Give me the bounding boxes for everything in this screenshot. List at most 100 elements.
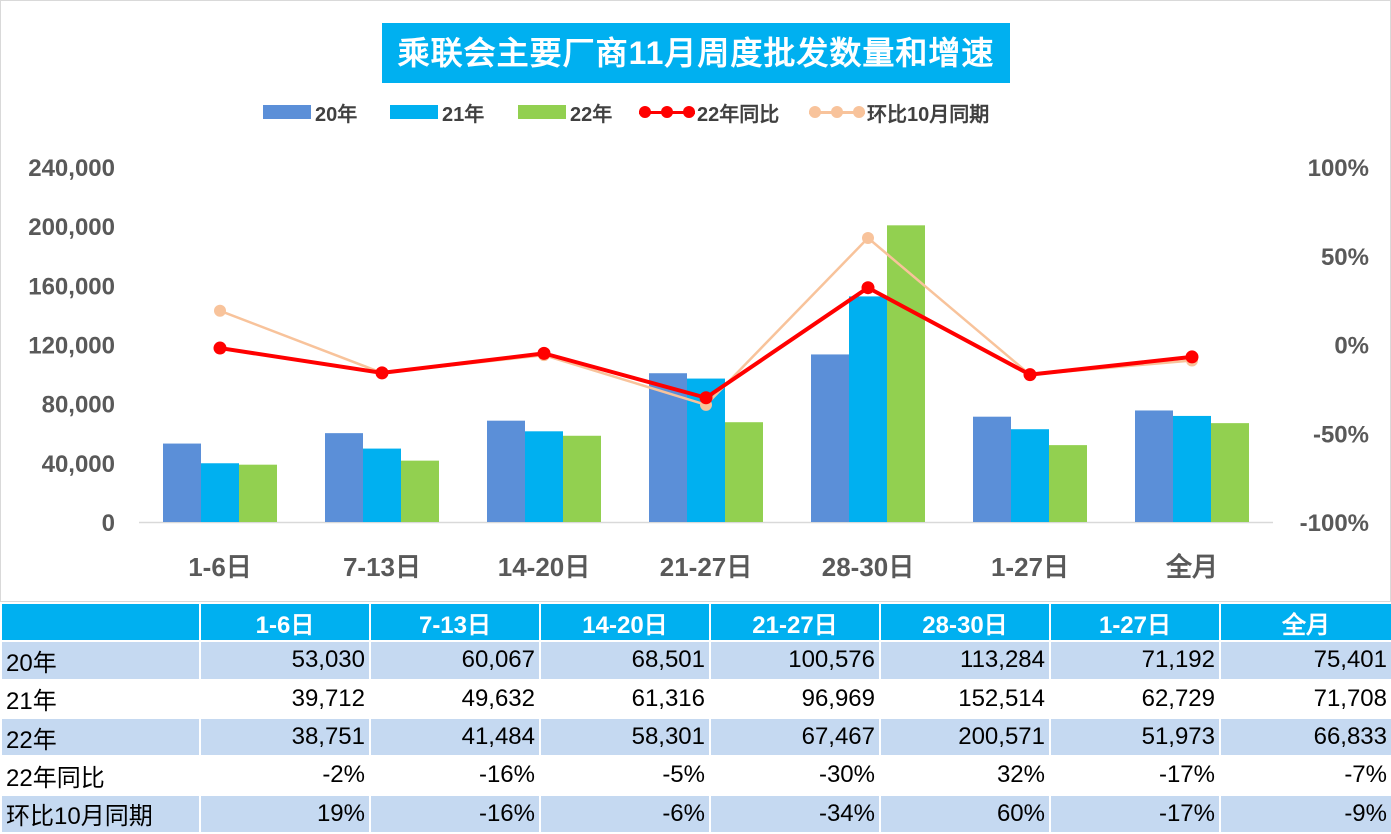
- table-cell: -17%: [1049, 793, 1221, 834]
- y-tick-label: 0: [102, 510, 115, 537]
- table-cell: 200,571: [879, 716, 1051, 758]
- legend-swatch-mom: [809, 105, 865, 119]
- bar: [239, 464, 277, 522]
- x-tick-label: 全月: [1165, 552, 1218, 582]
- table-cell: 100,576: [709, 640, 881, 681]
- table-header-cell: 7-13日: [369, 601, 541, 643]
- table-header-cell: 28-30日: [879, 601, 1051, 643]
- legend-item-mom[interactable]: 环比10月同期: [809, 97, 989, 127]
- y-tick-label: 40,000: [42, 451, 115, 478]
- table-cell: 75,401: [1219, 640, 1391, 681]
- table-cell: 61,316: [539, 678, 711, 719]
- legend-label-yoy: 22年同比: [697, 103, 780, 126]
- table-cell: -16%: [369, 755, 541, 796]
- table-cell: -6%: [539, 793, 711, 834]
- table-cell: -5%: [539, 755, 711, 796]
- bar: [1173, 415, 1211, 522]
- line-point: [375, 366, 389, 380]
- bar: [487, 420, 525, 522]
- y-tick-label: 200,000: [28, 214, 115, 241]
- table-cell: 67,467: [709, 716, 881, 758]
- x-tick-label: 28-30日: [822, 552, 915, 582]
- table-header-row: 1-6日 7-13日 14-20日 21-27日 28-30日 1-27日 全月: [0, 601, 1391, 643]
- legend-label-21: 21年: [442, 103, 485, 126]
- line-point: [537, 346, 551, 360]
- legend-item-21[interactable]: 21年: [390, 97, 484, 127]
- bar: [1135, 410, 1173, 522]
- table-row-label: 22年: [0, 716, 201, 758]
- table-row: 22年同比 -2% -16% -5% -30% 32% -17% -7%: [0, 755, 1391, 796]
- table-cell: 38,751: [199, 716, 371, 758]
- chart-area: 0 40,000 80,000 120,000 160,000 200,000 240,00…: [0, 0, 1391, 602]
- table-cell: 96,969: [709, 678, 881, 719]
- bar: [325, 433, 363, 522]
- table-header-cell: 1-6日: [199, 601, 371, 643]
- chart-legend: 20年 21年 22年 22年同比 环比10: [1, 97, 1391, 127]
- x-tick-label: 7-13日: [343, 552, 421, 582]
- bar: [1049, 445, 1087, 522]
- table-row-label: 21年: [0, 678, 201, 719]
- table-cell: 68,501: [539, 640, 711, 681]
- line-point: [699, 391, 713, 405]
- table-cell: 49,632: [369, 678, 541, 719]
- bar: [849, 296, 887, 522]
- data-table: 1-6日 7-13日 14-20日 21-27日 28-30日 1-27日 全月 20年 53,…: [0, 601, 1391, 834]
- line-point: [862, 232, 874, 244]
- table-row: 环比10月同期 19% -16% -6% -34% 60% -17% -9%: [0, 793, 1391, 834]
- table-cell: -30%: [709, 755, 881, 796]
- legend-swatch-20: [263, 105, 311, 119]
- legend-swatch-yoy: [639, 105, 695, 119]
- line-point: [1185, 350, 1199, 364]
- bar: [401, 460, 439, 522]
- x-tick-label: 1-6日: [188, 552, 252, 582]
- table-row: 21年 39,712 49,632 61,316 96,969 152,514 62,729…: [0, 678, 1391, 719]
- table-cell: 71,708: [1219, 678, 1391, 719]
- legend-label-22: 22年: [570, 103, 613, 126]
- table-header-cell: 1-27日: [1049, 601, 1221, 643]
- legend-item-20[interactable]: 20年: [263, 97, 357, 127]
- table-cell: 51,973: [1049, 716, 1221, 758]
- x-tick-label: 21-27日: [660, 552, 753, 582]
- table-cell: 152,514: [879, 678, 1051, 719]
- table-cell: -9%: [1219, 793, 1391, 834]
- table-cell: -7%: [1219, 755, 1391, 796]
- y2-tick-label: -50%: [1313, 421, 1369, 448]
- bar: [163, 443, 201, 522]
- bar: [973, 416, 1011, 522]
- x-tick-label: 1-27日: [991, 552, 1069, 582]
- chart-title: 乘联会主要厂商11月周度批发数量和增速: [382, 23, 1010, 83]
- bar: [649, 373, 687, 522]
- table-cell: 32%: [879, 755, 1051, 796]
- legend-item-yoy[interactable]: 22年同比: [639, 97, 779, 127]
- table-cell: 62,729: [1049, 678, 1221, 719]
- legend-item-22[interactable]: 22年: [518, 97, 612, 127]
- legend-label-mom: 环比10月同期: [867, 103, 990, 126]
- y2-tick-label: -100%: [1300, 510, 1369, 537]
- y-tick-label: 80,000: [42, 392, 115, 419]
- y2-tick-label: 100%: [1308, 155, 1369, 182]
- table-row: 20年 53,030 60,067 68,501 100,576 113,284 71,19…: [0, 640, 1391, 681]
- bar: [525, 431, 563, 522]
- line-point: [861, 281, 875, 295]
- x-tick-label: 14-20日: [498, 552, 591, 582]
- y-tick-label: 120,000: [28, 333, 115, 360]
- table-cell: -17%: [1049, 755, 1221, 796]
- table-header-cell: 21-27日: [709, 601, 881, 643]
- chart-plot: 0 40,000 80,000 120,000 160,000 200,000 240,00…: [28, 155, 1369, 582]
- y2-tick-label: 50%: [1321, 244, 1369, 271]
- table-cell: -34%: [709, 793, 881, 834]
- table-cell: 53,030: [199, 640, 371, 681]
- table-cell: 19%: [199, 793, 371, 834]
- bar: [887, 225, 925, 522]
- table-header-cell: [0, 601, 201, 643]
- table-cell: 66,833: [1219, 716, 1391, 758]
- table-header-cell: 全月: [1219, 601, 1391, 643]
- table-row-label: 环比10月同期: [0, 793, 201, 834]
- legend-swatch-22: [518, 105, 566, 119]
- table-cell: 60%: [879, 793, 1051, 834]
- y2-tick-label: 0%: [1334, 333, 1369, 360]
- table-cell: -2%: [199, 755, 371, 796]
- bar: [363, 448, 401, 522]
- table-row-label: 20年: [0, 640, 201, 681]
- table-row-label: 22年同比: [0, 755, 201, 796]
